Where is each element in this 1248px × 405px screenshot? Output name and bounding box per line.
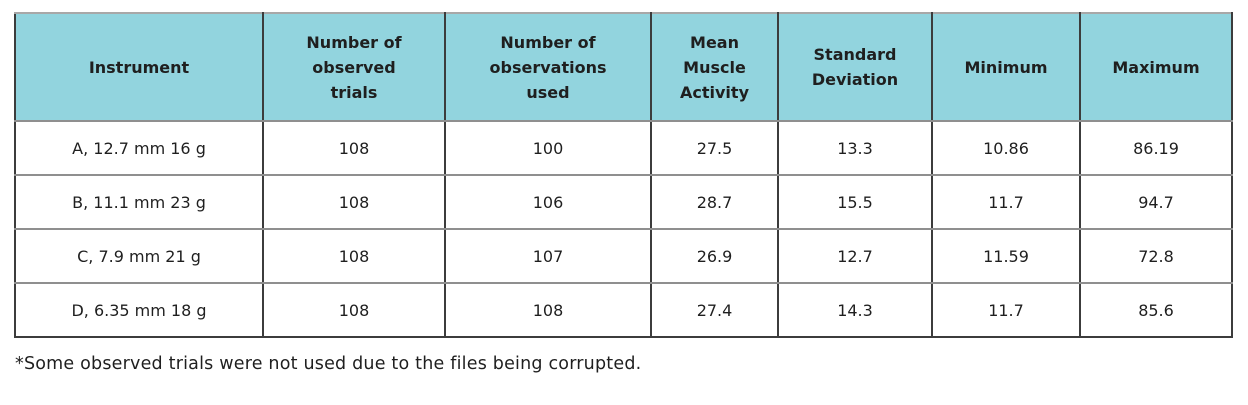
table-cell: 14.3: [777, 283, 933, 338]
table-cell: C, 7.9 mm 21 g: [14, 229, 264, 284]
table-cell: 94.7: [1079, 175, 1233, 230]
table-cell: B, 11.1 mm 23 g: [14, 175, 264, 230]
header-label: Number of observations used: [489, 32, 607, 102]
header-label: Instrument: [88, 57, 190, 77]
table-cell: 11.59: [931, 229, 1081, 284]
table-cell: 72.8: [1079, 229, 1233, 284]
header-label: Number of observed trials: [306, 32, 402, 102]
table-cell: 85.6: [1079, 283, 1233, 338]
table-row-instrument-b: B, 11.1 mm 23 g 108 106 28.7 15.5 11.7 9…: [14, 175, 1233, 230]
header-cell-standard-deviation: Standard Deviation: [777, 12, 933, 122]
header-row: Instrument Number of observed trials Num…: [14, 12, 1233, 122]
header-label: Maximum: [1112, 57, 1200, 77]
table-cell: 12.7: [777, 229, 933, 284]
table-cell: D, 6.35 mm 18 g: [14, 283, 264, 338]
header-cell-observed-trials: Number of observed trials: [262, 12, 446, 122]
table-cell: 100: [444, 121, 652, 176]
table-cell: 27.4: [650, 283, 779, 338]
table-row-instrument-a: A, 12.7 mm 16 g 108 100 27.5 13.3 10.86 …: [14, 121, 1233, 176]
header-cell-instrument: Instrument: [14, 12, 264, 122]
header-label: Minimum: [964, 57, 1048, 77]
header-cell-observations-used: Number of observations used: [444, 12, 652, 122]
table-cell: 86.19: [1079, 121, 1233, 176]
table-row-instrument-c: C, 7.9 mm 21 g 108 107 26.9 12.7 11.59 7…: [14, 229, 1233, 284]
table-cell: 15.5: [777, 175, 933, 230]
table-cell: 26.9: [650, 229, 779, 284]
header-label: Standard Deviation: [811, 45, 899, 89]
table-cell: 106: [444, 175, 652, 230]
table-cell: 108: [262, 121, 446, 176]
table-cell: 108: [262, 283, 446, 338]
header-cell-minimum: Minimum: [931, 12, 1081, 122]
table-cell: 108: [444, 283, 652, 338]
table-cell: 11.7: [931, 283, 1081, 338]
table-cell: 10.86: [931, 121, 1081, 176]
table-cell: 11.7: [931, 175, 1081, 230]
header-label: Mean Muscle Activity: [680, 32, 749, 102]
table-cell: 28.7: [650, 175, 779, 230]
table-cell: 108: [262, 175, 446, 230]
table-row-instrument-d: D, 6.35 mm 18 g 108 108 27.4 14.3 11.7 8…: [14, 283, 1233, 338]
table-cell: A, 12.7 mm 16 g: [14, 121, 264, 176]
header-cell-mean-muscle-activity: Mean Muscle Activity: [650, 12, 779, 122]
table-cell: 27.5: [650, 121, 779, 176]
table-cell: 107: [444, 229, 652, 284]
table-footnote: *Some observed trials were not used due …: [15, 354, 642, 374]
header-cell-maximum: Maximum: [1079, 12, 1233, 122]
table-cell: 108: [262, 229, 446, 284]
muscle-activity-table: Instrument Number of observed trials Num…: [14, 12, 1233, 338]
table-cell: 13.3: [777, 121, 933, 176]
